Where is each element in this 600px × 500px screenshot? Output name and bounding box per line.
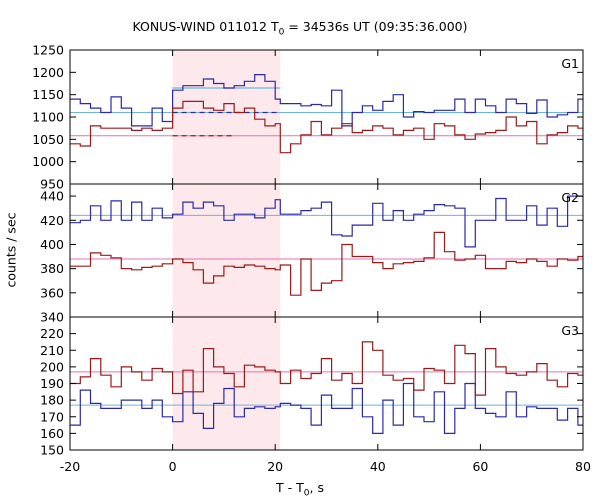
x-axis-label-rest: , s [309,480,324,495]
series-step-line [70,341,583,396]
y-tick-label: 200 [40,359,64,374]
y-tick-label: 160 [40,426,64,441]
y-axis-label: counts / sec [3,212,19,288]
y-tick-label: 380 [40,261,64,276]
y-tick-label: 1100 [32,110,64,125]
y-tick-label: 180 [40,393,64,408]
panel-g1: 950 1000 1050 1100 1150 1200 1250 G1 [32,43,584,192]
panel-label: G3 [561,323,579,338]
y-tick-label: 190 [40,376,64,391]
y-tick-label: 340 [40,310,64,325]
y-tick-label: 210 [40,343,64,358]
series-step-line [70,100,583,154]
chart-title-main: KONUS-WIND 011012 T [132,19,279,34]
series-step-line [70,195,583,248]
x-tick-label: 60 [472,459,488,474]
y-tick-label: 360 [40,285,64,300]
y-tick-label: 1000 [32,154,64,169]
x-axis-label: T - T0, s [0,480,600,499]
series-step-line [70,231,583,296]
y-tick-label: 170 [40,409,64,424]
y-tick-label: 420 [40,213,64,228]
x-tick-label: -20 [60,459,80,474]
panel-label: G1 [561,56,579,71]
y-tick-label: 150 [40,443,64,458]
series-step-line [70,74,583,127]
chart-title-subscript: 0 [278,27,285,38]
y-tick-label: 1050 [32,132,64,147]
y-tick-label: 1200 [32,65,64,80]
series-step-line [70,382,583,434]
chart-title-rest: = 34536s UT (09:35:36.000) [284,19,468,34]
chart-title: KONUS-WIND 011012 T0 = 34536s UT (09:35:… [0,19,600,38]
y-tick-label: 440 [40,189,64,204]
y-tick-label: 950 [40,177,64,192]
x-axis-label-subscript: 0 [303,488,310,499]
y-tick-label: 400 [40,237,64,252]
x-tick-label: 40 [370,459,386,474]
source-interval-band [172,50,281,450]
panel-frame [69,316,584,451]
x-tick-label: 0 [169,459,177,474]
x-axis-label-main: T - T [276,480,304,495]
y-tick-label: 1150 [32,87,64,102]
x-tick-label: 80 [575,459,591,474]
y-tick-label: 220 [40,326,64,341]
y-tick-label: 1250 [32,43,64,58]
panel-label: G2 [561,190,579,205]
x-tick-label: 20 [267,459,283,474]
panel-g2: 340 360 380 400 420 440 G2 [40,183,584,325]
